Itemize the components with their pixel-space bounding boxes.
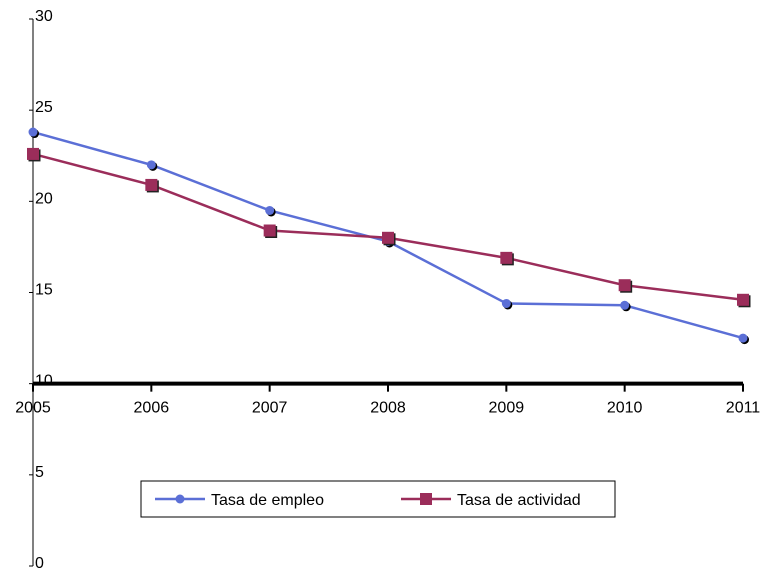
x-tick-label: 2007 (252, 400, 288, 417)
series-2 (27, 147, 751, 308)
series-layer (27, 127, 751, 345)
legend-label: Tasa de empleo (211, 492, 324, 509)
x-tick-label: 2010 (607, 400, 643, 417)
legend-item-2: Tasa de actividad (401, 492, 581, 509)
data-point (738, 333, 748, 343)
y-tick-label: 20 (35, 190, 53, 207)
data-point (618, 279, 631, 292)
legend-marker (420, 493, 432, 505)
data-point (263, 224, 276, 237)
x-tick-label: 2006 (134, 400, 170, 417)
data-point (500, 251, 513, 264)
x-axis: 2005 2006 2007 2008 2009 2010 2011 (15, 381, 761, 417)
series-line (32, 152, 744, 302)
legend: Tasa de empleo Tasa de actividad (140, 480, 616, 518)
data-point (265, 205, 275, 215)
legend-marker (175, 494, 185, 504)
y-tick-label: 5 (35, 464, 44, 481)
legend-box (140, 480, 616, 518)
y-tick-label: 30 (35, 8, 53, 25)
x-tick-label: 2011 (726, 400, 761, 417)
data-point (28, 127, 38, 137)
data-point (737, 293, 749, 306)
x-tick-label: 2008 (370, 400, 406, 417)
data-point (620, 300, 630, 310)
data-point (27, 147, 39, 160)
x-tick-label: 2005 (15, 400, 51, 417)
data-point (501, 298, 511, 308)
data-point (382, 231, 394, 244)
y-tick-label: 0 (35, 555, 44, 570)
y-tick-label: 25 (35, 99, 53, 116)
y-axis: 0 5 10 15 20 25 30 (29, 8, 53, 570)
data-point (146, 160, 156, 170)
y-tick-label: 15 (35, 282, 53, 299)
legend-item-1: Tasa de empleo (155, 492, 324, 509)
y-tick-label: 10 (35, 373, 53, 390)
x-tick-label: 2009 (489, 400, 525, 417)
data-point (145, 178, 158, 191)
legend-label: Tasa de actividad (457, 492, 581, 509)
